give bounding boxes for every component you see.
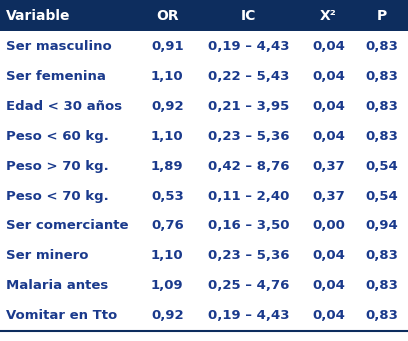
Text: 0,83: 0,83 bbox=[365, 40, 398, 53]
Text: 1,10: 1,10 bbox=[151, 130, 184, 143]
Text: 0,37: 0,37 bbox=[312, 160, 345, 173]
Text: Ser femenina: Ser femenina bbox=[6, 70, 106, 83]
Text: 0,92: 0,92 bbox=[151, 309, 184, 322]
Text: Variable: Variable bbox=[6, 9, 71, 23]
Text: 0,04: 0,04 bbox=[312, 249, 345, 263]
Text: Vomitar en Tto: Vomitar en Tto bbox=[6, 309, 118, 322]
Text: 0,04: 0,04 bbox=[312, 309, 345, 322]
Text: 0,00: 0,00 bbox=[312, 220, 345, 233]
Text: 0,04: 0,04 bbox=[312, 40, 345, 53]
Text: Peso < 60 kg.: Peso < 60 kg. bbox=[6, 130, 109, 143]
Text: 0,11 – 2,40: 0,11 – 2,40 bbox=[208, 190, 290, 203]
Text: 0,76: 0,76 bbox=[151, 220, 184, 233]
Text: 0,54: 0,54 bbox=[365, 190, 398, 203]
Text: 0,83: 0,83 bbox=[365, 70, 398, 83]
Text: P: P bbox=[376, 9, 387, 23]
Text: Ser masculino: Ser masculino bbox=[6, 40, 112, 53]
Text: 0,04: 0,04 bbox=[312, 130, 345, 143]
Text: 0,94: 0,94 bbox=[365, 220, 398, 233]
Text: 0,37: 0,37 bbox=[312, 190, 345, 203]
Text: 1,10: 1,10 bbox=[151, 249, 184, 263]
Text: Peso < 70 kg.: Peso < 70 kg. bbox=[6, 190, 109, 203]
Text: Malaria antes: Malaria antes bbox=[6, 279, 109, 292]
Text: Edad < 30 años: Edad < 30 años bbox=[6, 100, 122, 113]
Text: 0,22 – 5,43: 0,22 – 5,43 bbox=[208, 70, 290, 83]
Text: 0,16 – 3,50: 0,16 – 3,50 bbox=[208, 220, 290, 233]
Text: 0,21 – 3,95: 0,21 – 3,95 bbox=[208, 100, 290, 113]
Text: 0,19 – 4,43: 0,19 – 4,43 bbox=[208, 309, 290, 322]
Text: 0,04: 0,04 bbox=[312, 100, 345, 113]
Text: OR: OR bbox=[156, 9, 179, 23]
Text: 0,54: 0,54 bbox=[365, 160, 398, 173]
Text: IC: IC bbox=[241, 9, 257, 23]
Text: Ser comerciante: Ser comerciante bbox=[6, 220, 129, 233]
Text: 0,92: 0,92 bbox=[151, 100, 184, 113]
Text: 0,23 – 5,36: 0,23 – 5,36 bbox=[208, 130, 290, 143]
Text: 1,09: 1,09 bbox=[151, 279, 184, 292]
Text: 0,91: 0,91 bbox=[151, 40, 184, 53]
Text: X²: X² bbox=[320, 9, 337, 23]
Text: Peso > 70 kg.: Peso > 70 kg. bbox=[6, 160, 109, 173]
Text: 0,23 – 5,36: 0,23 – 5,36 bbox=[208, 249, 290, 263]
Text: 0,83: 0,83 bbox=[365, 130, 398, 143]
Text: 0,83: 0,83 bbox=[365, 100, 398, 113]
Bar bbox=[0, 0, 408, 31]
Text: 0,42 – 8,76: 0,42 – 8,76 bbox=[208, 160, 290, 173]
Text: 1,89: 1,89 bbox=[151, 160, 184, 173]
Text: 0,83: 0,83 bbox=[365, 279, 398, 292]
Text: 0,83: 0,83 bbox=[365, 309, 398, 322]
Text: Ser minero: Ser minero bbox=[6, 249, 89, 263]
Text: 0,04: 0,04 bbox=[312, 70, 345, 83]
Text: 0,25 – 4,76: 0,25 – 4,76 bbox=[208, 279, 290, 292]
Text: 0,83: 0,83 bbox=[365, 249, 398, 263]
Text: 0,04: 0,04 bbox=[312, 279, 345, 292]
Text: 0,19 – 4,43: 0,19 – 4,43 bbox=[208, 40, 290, 53]
Text: 0,53: 0,53 bbox=[151, 190, 184, 203]
Text: 1,10: 1,10 bbox=[151, 70, 184, 83]
